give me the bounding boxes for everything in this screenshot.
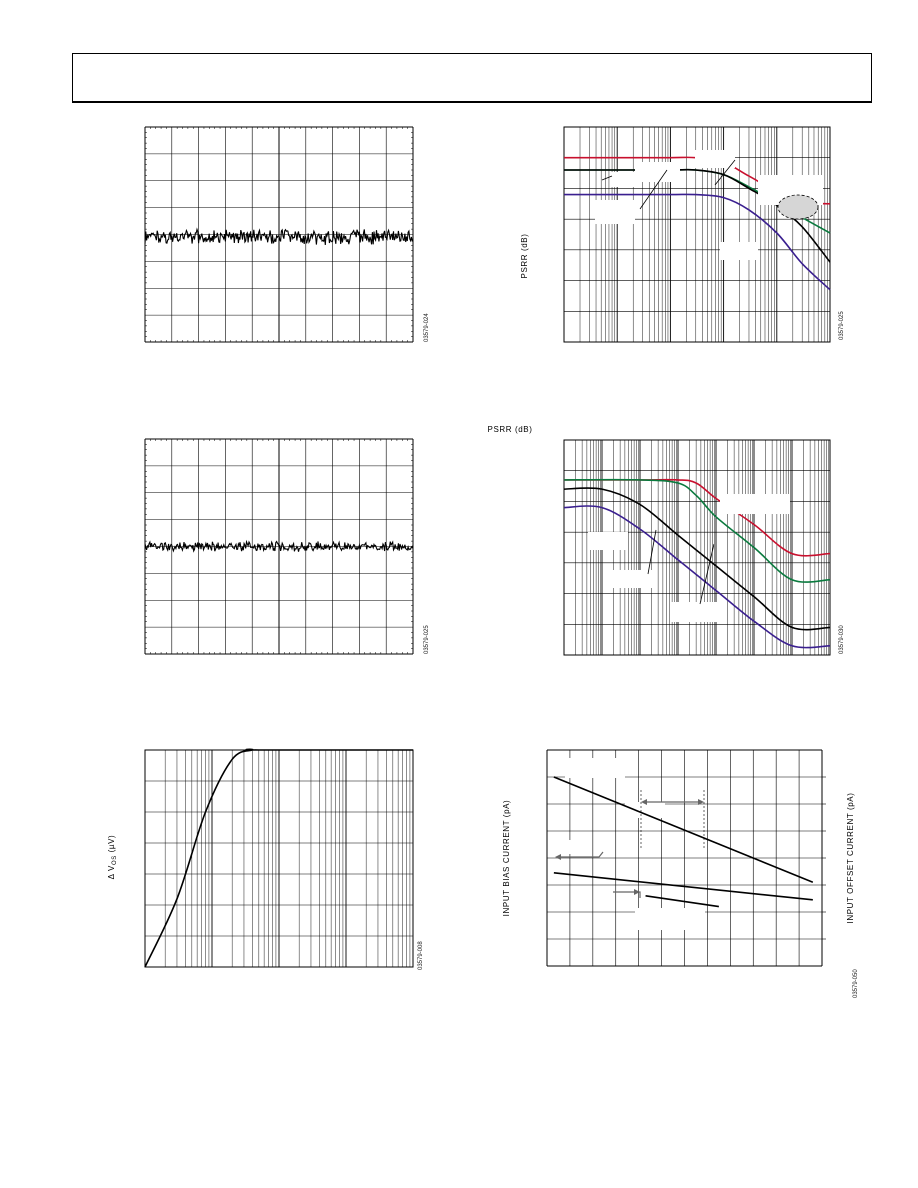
bias-current-chart: INPUT BIAS CURRENT (pA) INPUT OFFSET CUR… (502, 749, 859, 998)
psrr-top-label-box (635, 162, 680, 182)
psrr_mid-series-3 (563, 505, 831, 649)
psrr-mid-ylabel: PSRR (dB) (488, 425, 533, 434)
bias_curve-grid (546, 749, 823, 967)
bias-left-ylabel: INPUT BIAS CURRENT (pA) (502, 800, 511, 917)
noise_mid-figure-id: 03579-025 (424, 625, 430, 654)
bias-series-1 (553, 872, 813, 901)
psrr-top-label-box (610, 172, 640, 187)
bias-series-2 (645, 895, 719, 908)
psrr-top-arrow (639, 169, 668, 210)
bias-label-box (565, 758, 625, 778)
psrr-top-arrow (601, 175, 613, 181)
vos-ylabel-sub: OS (112, 855, 118, 865)
bias-series-0 (553, 776, 814, 884)
noise_top-grid (144, 126, 414, 343)
noise_top-trace (144, 227, 414, 245)
page-header-box (72, 53, 872, 103)
bias-figure-id: 03579-050 (853, 969, 859, 998)
vos-ylabel-main: Δ V (107, 865, 116, 879)
bias-callout-arrowhead (555, 854, 561, 860)
vos-ylabel: Δ VOS (µV) (107, 835, 118, 880)
psrr-mid-figure-id: 03579-030 (839, 625, 845, 654)
psrr_mid-series-1 (563, 478, 831, 583)
bias-right-ylabel: INPUT OFFSET CURRENT (pA) (846, 792, 855, 923)
vos-ylabel-tail: (µV) (107, 835, 116, 856)
psrr-mid-label-box (670, 602, 725, 622)
psrr-top-arrow (714, 159, 736, 186)
vos-chart: Δ VOS (µV) 03579-008 (107, 748, 424, 970)
psrr_top-frame (563, 126, 831, 343)
vos-figure-id: 03579-008 (418, 941, 424, 970)
psrr-mid-arrow (699, 543, 715, 605)
noise-chart-top: 03579-024 (144, 126, 430, 343)
psrr-mid-label-box (588, 532, 628, 550)
psrr-top-label-box (695, 150, 735, 168)
noise_mid-trace (144, 539, 414, 553)
psrr_mid-series-2 (563, 487, 831, 631)
psrr-mid-label-box (610, 570, 652, 588)
psrr-top-highlight-ellipse (777, 194, 819, 220)
psrr-mid-arrow (647, 529, 657, 575)
psrr_mid-frame (563, 439, 831, 656)
psrr-top-label-box (595, 200, 635, 224)
noise_top-figure-id: 03579-024 (424, 313, 430, 342)
bias-label-box (635, 908, 705, 930)
psrr-top-label-box (720, 242, 758, 260)
psrr_top-grid (563, 126, 831, 343)
psrr-chart-top: PSRR (dB) 03579-025 (520, 126, 845, 343)
noise-chart-mid: 03579-025 (144, 438, 430, 655)
bias-callout-arrowhead (634, 889, 640, 895)
psrr-chart-mid: PSRR (dB) 03579-030 (488, 425, 845, 656)
psrr-top-ylabel: PSRR (dB) (520, 234, 529, 279)
bias-label-box (625, 802, 665, 818)
psrr-mid-label-box (720, 494, 790, 514)
bias-callout-arrow (559, 851, 604, 858)
vos_curve-grid (144, 749, 414, 968)
vos-series-0 (144, 748, 413, 968)
psrr-top-figure-id: 03579-025 (839, 311, 845, 340)
psrr_top-series-3 (563, 193, 831, 291)
bias-label-box (550, 840, 590, 854)
